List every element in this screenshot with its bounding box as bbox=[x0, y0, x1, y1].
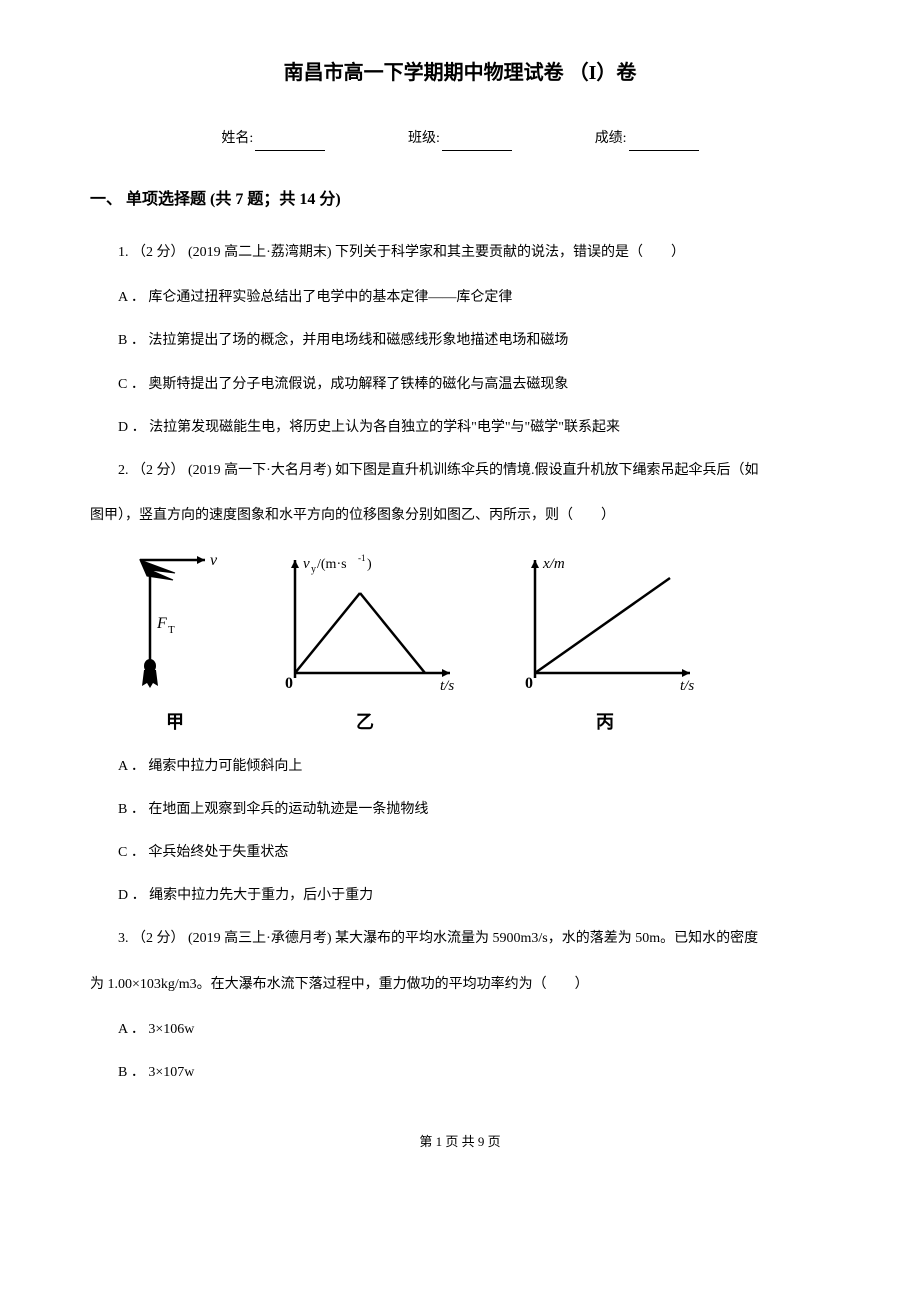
svg-text:y: y bbox=[311, 564, 316, 575]
q2-figures: v F T 甲 v y /(m·s -1 ) 0 t/s 乙 bbox=[125, 548, 830, 738]
ft-label: F bbox=[156, 615, 167, 632]
q3-option-b: B ． 3×107w bbox=[90, 1060, 830, 1085]
class-label: 班级: bbox=[408, 126, 440, 151]
score-blank bbox=[629, 135, 699, 151]
svg-text:-1: -1 bbox=[358, 553, 366, 563]
score-label: 成绩: bbox=[595, 126, 627, 151]
q1-option-d: D ． 法拉第发现磁能生电，将历史上认为各自独立的学科"电学"与"磁学"联系起来 bbox=[90, 415, 830, 440]
origin-label: 0 bbox=[285, 675, 293, 692]
section-1-header: 一、 单项选择题 (共 7 题；共 14 分) bbox=[90, 186, 830, 215]
q2-option-d: D ． 绳索中拉力先大于重力，后小于重力 bbox=[90, 883, 830, 908]
v-axis-label: v bbox=[210, 552, 218, 569]
q2-stem-line1: 2. （2 分） (2019 高一下·大名月考) 如下图是直升机训练伞兵的情境.… bbox=[90, 458, 830, 483]
q3-option-a: A ． 3×106w bbox=[90, 1017, 830, 1042]
figure-label-jia: 甲 bbox=[166, 706, 184, 738]
ft-sub-label: T bbox=[168, 624, 175, 636]
q2-option-c: C ． 伞兵始终处于失重状态 bbox=[90, 840, 830, 865]
q2-stem-line2: 图甲），竖直方向的速度图象和水平方向的位移图象分别如图乙、丙所示，则（ ） bbox=[90, 503, 830, 528]
q2-option-b: B ． 在地面上观察到伞兵的运动轨迹是一条抛物线 bbox=[90, 797, 830, 822]
svg-text:/(m·s: /(m·s bbox=[317, 557, 347, 572]
x-axis-label: x/m bbox=[542, 556, 565, 572]
q3-stem-line1: 3. （2 分） (2019 高三上·承德月考) 某大瀑布的平均水流量为 590… bbox=[90, 926, 830, 951]
name-label: 姓名: bbox=[221, 126, 253, 151]
t-axis-label: t/s bbox=[440, 678, 454, 694]
figure-label-bing: 丙 bbox=[596, 706, 614, 738]
origin-label-2: 0 bbox=[525, 675, 533, 692]
page-title: 南昌市高一下学期期中物理试卷 （I）卷 bbox=[90, 55, 830, 91]
score-field: 成绩: bbox=[595, 126, 699, 151]
page-footer: 第 1 页 共 9 页 bbox=[90, 1130, 830, 1153]
vy-axis-label: v bbox=[303, 556, 310, 572]
displacement-graph: x/m 0 t/s bbox=[505, 548, 705, 698]
info-row: 姓名: 班级: 成绩: bbox=[90, 126, 830, 151]
q1-option-a: A ． 库仑通过扭秤实验总结出了电学中的基本定律——库仑定律 bbox=[90, 285, 830, 310]
q1-option-c: C ． 奥斯特提出了分子电流假说，成功解释了铁棒的磁化与高温去磁现象 bbox=[90, 372, 830, 397]
velocity-graph: v y /(m·s -1 ) 0 t/s bbox=[265, 548, 465, 698]
class-field: 班级: bbox=[408, 126, 512, 151]
q2-option-a: A ． 绳索中拉力可能倾斜向上 bbox=[90, 754, 830, 779]
figure-bing: x/m 0 t/s 丙 bbox=[505, 548, 705, 738]
name-blank bbox=[255, 135, 325, 151]
figure-jia: v F T 甲 bbox=[125, 548, 225, 738]
helicopter-diagram: v F T bbox=[125, 548, 225, 698]
figure-label-yi: 乙 bbox=[356, 706, 374, 738]
q1-stem: 1. （2 分） (2019 高二上·荔湾期末) 下列关于科学家和其主要贡献的说… bbox=[90, 240, 830, 265]
q1-option-b: B ． 法拉第提出了场的概念，并用电场线和磁感线形象地描述电场和磁场 bbox=[90, 328, 830, 353]
figure-yi: v y /(m·s -1 ) 0 t/s 乙 bbox=[265, 548, 465, 738]
q3-stem-line2: 为 1.00×103kg/m3。在大瀑布水流下落过程中，重力做功的平均功率约为（… bbox=[90, 972, 830, 997]
t-axis-label-2: t/s bbox=[680, 678, 694, 694]
class-blank bbox=[442, 135, 512, 151]
svg-text:): ) bbox=[367, 557, 372, 572]
name-field: 姓名: bbox=[221, 126, 325, 151]
